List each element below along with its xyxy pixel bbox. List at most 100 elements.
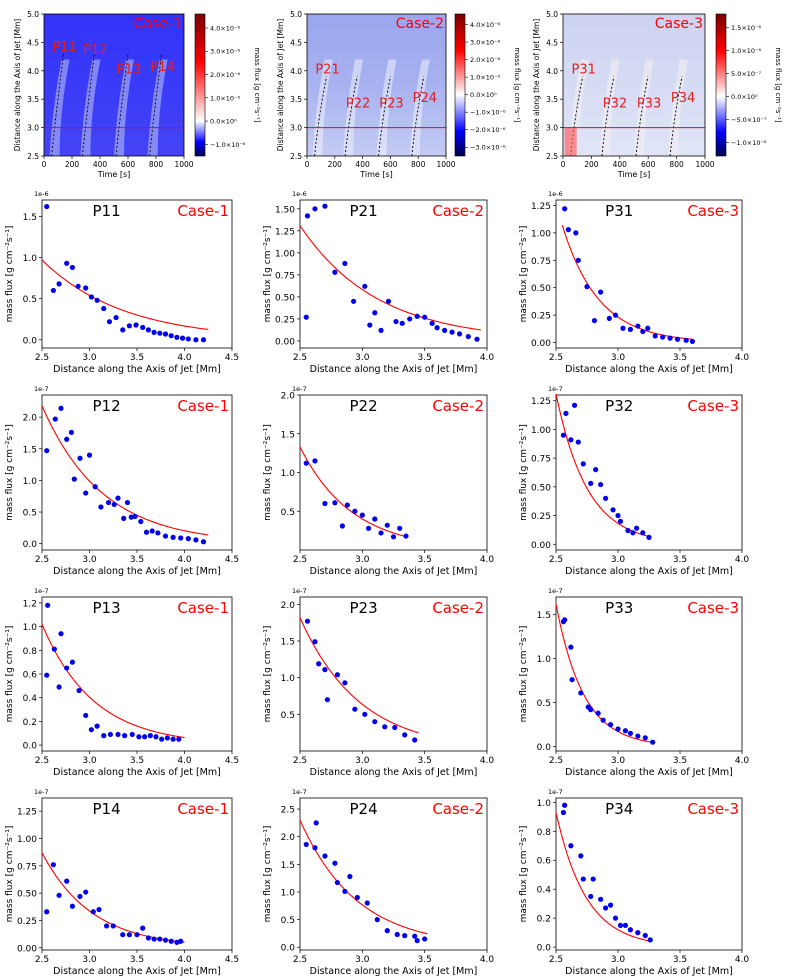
data-point [52,416,58,422]
data-point [612,312,619,318]
x-tick-label: 0 [561,160,566,169]
fit-curve [299,225,481,331]
panel-name: P14 [93,800,121,818]
scatter-panel-P21: 2.5 3.0 3.5 4.0 0.00 0.25 0.50 0.75 1.00 1.25 1.50… [263,190,494,375]
y-tick-label: 0.75 [275,271,295,281]
x-tick-label: 400 [93,160,108,169]
data-point [347,873,353,880]
data-point [159,736,165,742]
data-point [689,338,696,345]
data-point [612,915,619,921]
data-point [562,206,568,212]
x-tick-label: 0 [305,160,310,169]
y-axis-label: Distance along the Axis of Jet [Mm] [13,19,22,151]
y-tick-label: 0.5 [23,509,37,519]
y-axis-label: Distance along the Axis of Jet [Mm] [532,19,541,151]
data-point [178,938,184,944]
x-tick-label: 800 [669,160,684,169]
y-axis-label: mass flux [g cm⁻²s⁻¹] [519,826,529,923]
x-axis-label: Distance along the Axis of Jet [Mm] [565,767,733,778]
x-tick-label: 400 [613,160,628,169]
data-point [88,294,94,300]
data-point [170,736,176,742]
scatter-panel-P22: 2.5 3.0 3.5 4.0 0.5 1.0 1.5 2.01e-7 Distance alo… [263,385,494,577]
data-point [153,734,159,740]
x-axis-label: Distance along the Axis of Jet [Mm] [565,364,733,375]
x-tick-label: 3.0 [82,353,97,363]
data-point [312,206,318,212]
x-tick-label: 3.5 [130,555,144,565]
y-tick-label: 4.0 [290,67,302,76]
data-point [393,318,399,325]
x-tick-label: 3.5 [130,353,144,363]
data-point [176,736,182,742]
x-tick-label: 4.0 [735,756,750,766]
x-tick-label: 600 [383,160,398,169]
data-point [635,733,641,739]
heatmap-field [563,14,705,156]
data-point [588,893,594,900]
y-axis-label: mass flux [g cm⁻²s⁻¹] [5,424,15,521]
data-point [465,333,471,340]
data-point [140,925,146,931]
y-tick-label: 3.0 [290,124,302,133]
trajectory-line [115,53,129,157]
x-tick-label: 4.0 [735,955,750,965]
data-point [121,515,127,521]
y-tick-label: 0.6 [537,857,552,867]
y-tick-label: 0.00 [531,339,551,349]
y-tick-label: 0.6 [23,671,38,681]
case-label: Case-2 [432,599,484,617]
data-point [110,923,116,929]
y-axis-label: mass flux [g cm⁻²s⁻¹] [263,626,273,723]
data-point [75,283,81,289]
data-point [44,448,50,454]
data-point [645,325,651,331]
heatmap-2: P21 P22 P23 P24 Case-2 0 200 400 600 800 1000 2.5 3.… [276,10,521,179]
data-point [157,330,163,336]
y-tick-label: 1.00 [17,835,37,845]
x-axis-label: Distance along the Axis of Jet [Mm] [310,364,478,375]
fit-curve [555,393,652,538]
data-point [180,335,186,341]
data-point [143,529,150,535]
data-point [580,461,586,467]
y-tick-label: 3.5 [27,95,39,104]
data-point [412,737,418,743]
y-tick-label: 4.5 [290,38,302,47]
y-tick-label: 0.50 [531,483,551,493]
data-point [372,516,378,522]
data-point [372,310,378,316]
x-tick-label: 3.5 [130,756,144,766]
data-point [578,853,584,859]
y-tick-label: 1.5 [281,638,295,648]
x-axis-label: Distance along the Axis of Jet [Mm] [53,966,221,977]
plot-frame [555,596,743,752]
data-point [56,281,62,287]
data-point [572,402,578,408]
data-point [456,331,463,337]
data-point [304,213,311,219]
data-point [185,336,191,342]
x-tick-label: 3.0 [355,756,370,766]
colorbar-tick-label: 0.0×10⁰ [731,93,758,101]
x-axis-label: Distance along the Axis of Jet [Mm] [53,767,221,778]
panel-name: P21 [350,202,378,220]
plot-frame [299,797,488,951]
data-point [104,923,110,929]
data-point [588,480,594,487]
data-point [642,932,648,939]
data-point [316,661,322,667]
x-tick-label: 800 [411,160,426,169]
y-tick-label: 0.5 [281,916,295,926]
scatter-panel-P14: 2.5 3.0 3.5 4.0 4.5 0.00 0.25 0.50 0.75 1.00 1.25 1… [5,788,239,977]
data-point [640,530,646,536]
annotation-label: P34 [671,91,695,106]
y-tick-label: 0.0 [537,743,552,753]
x-axis-label: Distance along the Axis of Jet [Mm] [310,966,478,977]
data-point [563,410,569,416]
scale-factor: 1e-7 [548,788,563,796]
x-tick-label: 200 [584,160,599,169]
annotation-label: P32 [603,97,627,112]
data-point [407,316,413,322]
